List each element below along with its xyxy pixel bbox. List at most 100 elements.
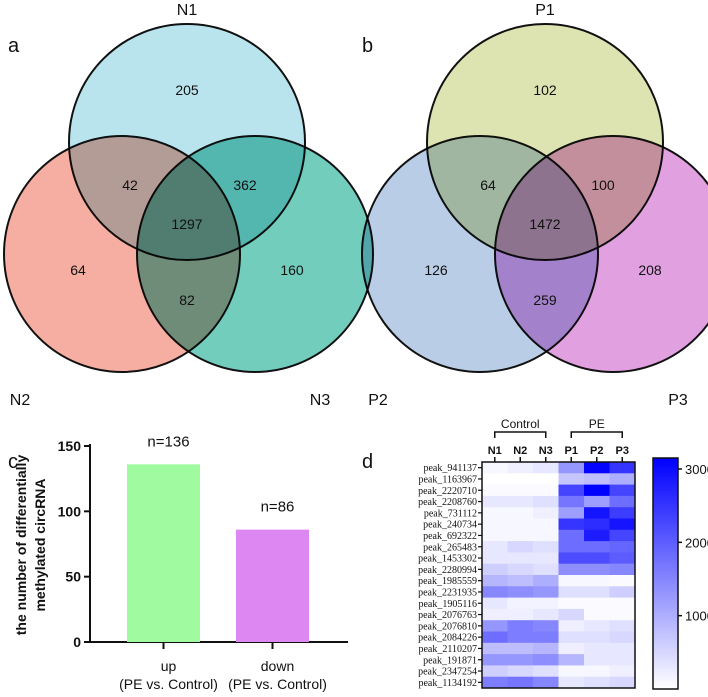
venn-set-label: P3 <box>668 392 688 409</box>
row-label: peak_731112 <box>424 508 477 519</box>
heatmap-cell <box>609 563 636 576</box>
heatmap-cell <box>584 608 610 621</box>
row-label: peak_2347254 <box>418 667 477 678</box>
column-label: N1 <box>488 445 502 457</box>
row-label: peak_692322 <box>423 531 477 542</box>
row-label: peak_2231935 <box>418 587 477 598</box>
heatmap-cell <box>533 631 559 644</box>
heatmap-cell <box>482 495 508 508</box>
x-tick-label: up <box>161 658 177 674</box>
heatmap-cell <box>507 665 534 678</box>
heatmap-cell <box>558 507 585 519</box>
heatmap-cell <box>482 563 508 576</box>
heatmap-cell <box>584 484 610 497</box>
row-label: peak_1163967 <box>418 474 477 485</box>
group-label: PE <box>589 417 605 431</box>
heatmap-cell <box>533 575 559 587</box>
heatmap-cell <box>609 608 636 621</box>
heatmap-cell <box>609 665 636 678</box>
heatmap-cell <box>558 676 585 689</box>
heatmap-cell <box>482 586 508 599</box>
heatmap-cell <box>507 676 534 689</box>
heatmap-cell <box>533 676 559 689</box>
heatmap-cell <box>584 507 610 519</box>
heatmap-cell <box>558 654 585 666</box>
row-label: peak_2208760 <box>418 497 477 508</box>
heatmap-cell <box>584 518 610 531</box>
heatmap-cell <box>482 518 508 531</box>
heatmap-cell <box>609 586 636 599</box>
venn-b: P1 P2 P3 102 126 208 64 100 259 1472 <box>361 2 708 409</box>
venn-set-label: N2 <box>10 392 31 409</box>
heatmap-border <box>481 461 636 689</box>
heatmap-cell <box>558 484 585 497</box>
heatmap-cell <box>609 642 636 655</box>
heatmap-cell <box>558 541 585 553</box>
heatmap-cell <box>584 642 610 655</box>
group-bracket <box>494 431 547 438</box>
row-label: peak_265483 <box>423 542 477 553</box>
heatmap-cell <box>609 507 636 519</box>
venn-count-P1_P2: 64 <box>480 177 496 193</box>
heatmap-cell <box>507 473 534 486</box>
heatmap-cell <box>609 676 636 689</box>
colorbar <box>652 457 679 690</box>
bar-chart: 0 50 100 150 n=136 up (PE vs. Control) n=86 down… <box>13 433 348 692</box>
heatmap-cell <box>609 575 636 587</box>
panel-label: b <box>362 35 373 57</box>
heatmap-cell <box>533 552 559 565</box>
venn-count-N3_only: 160 <box>280 262 304 278</box>
heatmap-cell <box>507 484 534 497</box>
heatmap-cell <box>507 518 534 531</box>
heatmap-cell <box>533 529 559 542</box>
heatmap-cell <box>584 575 610 587</box>
venn-set-label: N1 <box>177 2 198 19</box>
venn-circle-P3 <box>494 135 708 373</box>
heatmap-cell <box>558 462 585 474</box>
heatmap-cell <box>609 484 636 497</box>
heatmap-cell <box>482 473 508 486</box>
heatmap-cell <box>533 473 559 486</box>
heatmap-cell <box>533 541 559 553</box>
venn-set-label: P2 <box>368 392 388 409</box>
heatmap-cell <box>482 620 508 632</box>
row-label: peak_2084226 <box>418 633 477 644</box>
heatmap-cell <box>507 552 534 565</box>
panel-label: a <box>8 35 20 57</box>
heatmap-cell <box>609 529 636 542</box>
heatmap-cell <box>584 473 610 486</box>
heatmap-cell <box>533 507 559 519</box>
heatmap-cell <box>533 642 559 655</box>
row-label: peak_1453302 <box>418 554 477 565</box>
heatmap-cell <box>584 676 610 689</box>
x-tick-label: down <box>261 658 294 674</box>
row-label: peak_1905116 <box>418 599 477 610</box>
heatmap-cell <box>609 462 636 474</box>
venn-count-P1_P3: 100 <box>591 177 615 193</box>
heatmap-cell <box>584 552 610 565</box>
heatmap-cell <box>482 665 508 678</box>
heatmap-cell <box>507 529 534 542</box>
heatmap-cell <box>507 654 534 666</box>
heatmap-cell <box>609 597 636 610</box>
venn-count-N1_only: 205 <box>175 82 199 98</box>
heatmap-cell <box>609 620 636 632</box>
row-label: peak_191871 <box>423 655 477 666</box>
heatmap-cell <box>482 462 508 474</box>
venn-count-all: 1472 <box>529 216 560 232</box>
row-label: peak_1134192 <box>418 678 477 689</box>
column-label: N3 <box>539 445 553 457</box>
y-tick-label: 0 <box>73 634 81 650</box>
heatmap-cell <box>609 631 636 644</box>
heatmap-cell <box>482 541 508 553</box>
colorbar-tick-label: 2000 <box>685 535 708 550</box>
row-label: peak_2110207 <box>418 644 477 655</box>
y-axis-label: the number of differentially <box>13 455 29 636</box>
heatmap-cell <box>533 608 559 621</box>
y-tick-label: 100 <box>58 503 82 519</box>
x-tick-label: (PE vs. Control) <box>119 676 218 692</box>
venn-count-N1_N2: 42 <box>122 177 138 193</box>
heatmap-cell <box>482 552 508 565</box>
venn-set-label: N3 <box>310 392 331 409</box>
heatmap-cell <box>533 620 559 632</box>
